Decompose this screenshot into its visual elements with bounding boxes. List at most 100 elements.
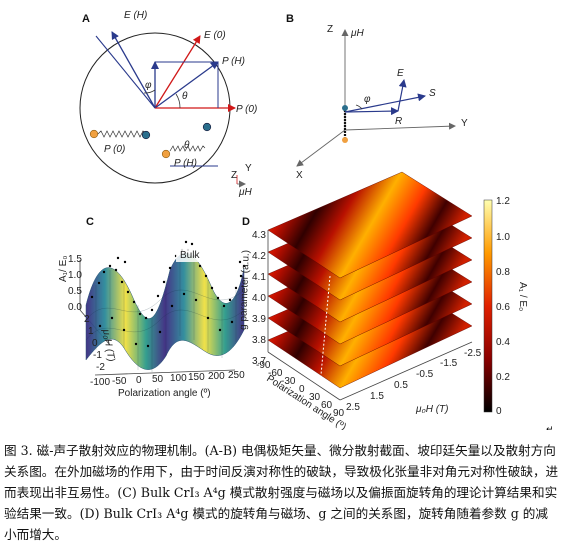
c-tick-a-2: 0.5 (68, 286, 82, 297)
d-axis-field (339, 341, 473, 401)
p-h-lower-label: P (H) (174, 158, 197, 169)
c-surface-mesh (85, 252, 245, 372)
e-0-vector (154, 35, 201, 109)
c-axis-bottom (94, 369, 236, 376)
d-colorbar (483, 199, 493, 413)
d-tick-angle-5: 60 (321, 400, 333, 411)
d-hlabel: μ₀H (T) (415, 404, 448, 415)
a-axis-h-label: μH (238, 187, 252, 198)
c-xlabel: Polarization angle (º) (118, 388, 211, 399)
e-0-label: E (0) (204, 30, 226, 41)
d-tick-g-3: 4.0 (252, 293, 266, 304)
d-tick-h-1: -1.5 (440, 358, 458, 369)
d-tick-h-5: 2.5 (346, 402, 360, 413)
b-phi-arc (355, 104, 363, 110)
d-tick-g-5: 3.8 (252, 335, 266, 346)
d-tick-angle-4: 30 (309, 392, 321, 403)
p-0-label: P (0) (236, 104, 257, 115)
d-tick-angle-2: -30 (281, 376, 296, 387)
b-r-label: R (395, 116, 402, 127)
c-surface (85, 253, 245, 370)
atom-orange-left (89, 129, 99, 139)
c-tick-h-3: -1 (93, 350, 102, 361)
d-tick-h-4: 1.5 (370, 391, 384, 402)
b-axis-y (344, 122, 456, 131)
d-axis-angle (267, 351, 341, 401)
d-tick-g-2: 4.1 (252, 272, 266, 283)
c-tick-x-5: 150 (188, 372, 205, 383)
return-mark: ↵ (546, 425, 554, 430)
c-tick-x-3: 50 (152, 374, 164, 385)
d-cbar-tick-4: 0.4 (496, 337, 510, 348)
p-0-lower-label: P (0) (104, 144, 125, 155)
b-s-vector (344, 93, 426, 113)
panel-c-label: C (86, 216, 94, 228)
panel-b-label: B (286, 13, 294, 25)
b-axis-z-label: Z (327, 24, 333, 35)
c-tick-a-3: 0.0 (68, 302, 82, 313)
d-tick-angle-0: -90 (256, 360, 271, 371)
b-atom-orange (342, 137, 348, 143)
d-tick-h-2: -0.5 (416, 369, 434, 380)
b-phi-label: φ (364, 94, 371, 105)
b-axis-y-label: Y (461, 118, 468, 129)
d-sheets (267, 171, 473, 389)
d-tick-h-0: -2.5 (464, 348, 482, 359)
b-axis-h-label: μH (350, 28, 364, 39)
d-tick-g-6: 3.7 (252, 356, 266, 367)
d-tick-g-4: 3.9 (252, 314, 266, 325)
b-e-vector (397, 79, 407, 112)
phi-label: φ (145, 80, 152, 91)
d-ylabel: g parameter (a.u.) (238, 250, 252, 330)
theta-lower-label: θ (184, 140, 190, 151)
c-legend: Bulk (176, 248, 208, 262)
d-tick-h-3: 0.5 (394, 380, 408, 391)
spring-right (169, 145, 206, 152)
b-s-label: S (429, 88, 436, 99)
panel-d-label: D (242, 216, 250, 228)
e-h-vector (111, 31, 156, 109)
atom-blue-left (141, 130, 151, 140)
d-cbar-tick-5: 0.2 (496, 372, 510, 383)
c-tick-x-1: -50 (112, 376, 127, 387)
theta-arc (175, 93, 181, 109)
d-cbar-tick-0: 1.2 (496, 196, 510, 207)
d-tick-angle-1: -60 (268, 368, 283, 379)
c-tick-h-4: -2 (96, 362, 105, 373)
c-ylabel: A₁/ E₀ (58, 256, 69, 282)
figure-caption: 图 3. 磁-声子散射效应的物理机制。(A-B) 电偶极矩矢量、微分散射截面、坡… (4, 443, 559, 542)
c-tick-a-1: 1.0 (68, 270, 82, 281)
c-tick-x-0: -100 (90, 377, 110, 388)
d-tick-angle-3: 0 (299, 384, 305, 395)
phi-arc (143, 89, 156, 94)
panel-c: C (58, 216, 246, 399)
c-legend-label: Bulk (180, 250, 200, 261)
e-h-label: E (H) (124, 10, 147, 21)
c-tick-x-2: 0 (136, 375, 142, 386)
atom-orange-right (161, 149, 171, 159)
b-r-vector (344, 107, 399, 116)
panel-a-label: A (82, 13, 90, 25)
d-tick-g-1: 4.2 (252, 251, 266, 262)
figure: A E (H) E (0) P (H) P (0) φ θ P (0) P (H… (58, 10, 554, 430)
b-axis-x (296, 129, 346, 167)
b-e-label: E (397, 68, 404, 79)
b-axis-x-label: X (296, 170, 303, 181)
d-tick-angle-6: 90 (333, 408, 345, 419)
e-h-projection (95, 35, 156, 109)
d-cbar-tick-2: 0.8 (496, 267, 510, 278)
panel-b: B Z μH Y X E S R φ (286, 13, 468, 181)
a-axis-z-label: Z (231, 170, 237, 181)
c-tick-h-0: 2 (84, 314, 90, 325)
atom-blue-right (202, 122, 212, 132)
c-tick-x-6: 200 (208, 371, 225, 382)
b-atom-blue (342, 105, 348, 111)
panel-a: A E (H) E (0) P (H) P (0) φ θ P (0) P (H… (79, 10, 257, 198)
p-h-label: P (H) (222, 56, 245, 67)
d-tick-g-0: 4.3 (252, 230, 266, 241)
spring-left (97, 130, 147, 138)
d-cbar-tick-6: 0 (496, 406, 502, 417)
d-rotation-trace (319, 275, 331, 387)
p-h-vector (154, 61, 219, 109)
d-cbar-tick-3: 0.6 (496, 302, 510, 313)
